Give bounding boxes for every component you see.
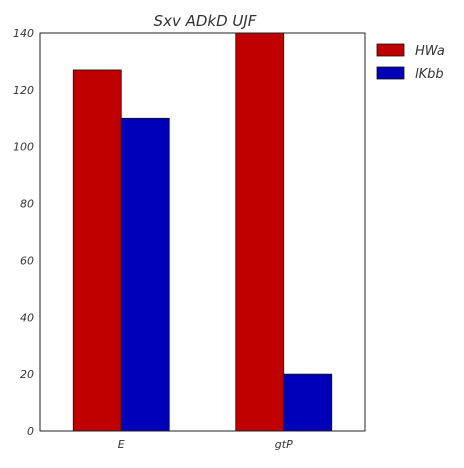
y-tick-label: 40 — [20, 311, 34, 324]
bars-layer — [72, 32, 333, 432]
y-axis: 0 20 40 60 80 100 120 140 — [13, 27, 34, 438]
legend-swatch-HWa — [376, 43, 405, 57]
y-tick-label: 120 — [13, 84, 34, 97]
legend-swatch-lKbb — [376, 66, 405, 80]
y-tick-label: 20 — [20, 368, 34, 381]
y-tick-label: 100 — [13, 141, 34, 154]
bar-lKbb-gtP — [283, 373, 333, 432]
plot-area-frame — [39, 32, 366, 432]
y-tick-label: 60 — [20, 254, 34, 267]
legend-label-lKbb: lKbb — [415, 67, 444, 82]
chart-title: Sxv ADkD UJF — [154, 12, 257, 30]
y-tick-label: 0 — [27, 425, 34, 438]
y-tick-label: 140 — [13, 27, 34, 40]
y-tick-label: 80 — [20, 198, 34, 211]
x-tick-label: E — [118, 438, 125, 451]
legend: HWa lKbb — [376, 43, 445, 82]
bar-HWa-gtP — [235, 32, 285, 432]
x-tick-label: gtP — [275, 438, 293, 451]
bar-lKbb-E — [120, 117, 170, 432]
bar-HWa-E — [72, 69, 122, 432]
legend-label-HWa: HWa — [415, 44, 445, 59]
